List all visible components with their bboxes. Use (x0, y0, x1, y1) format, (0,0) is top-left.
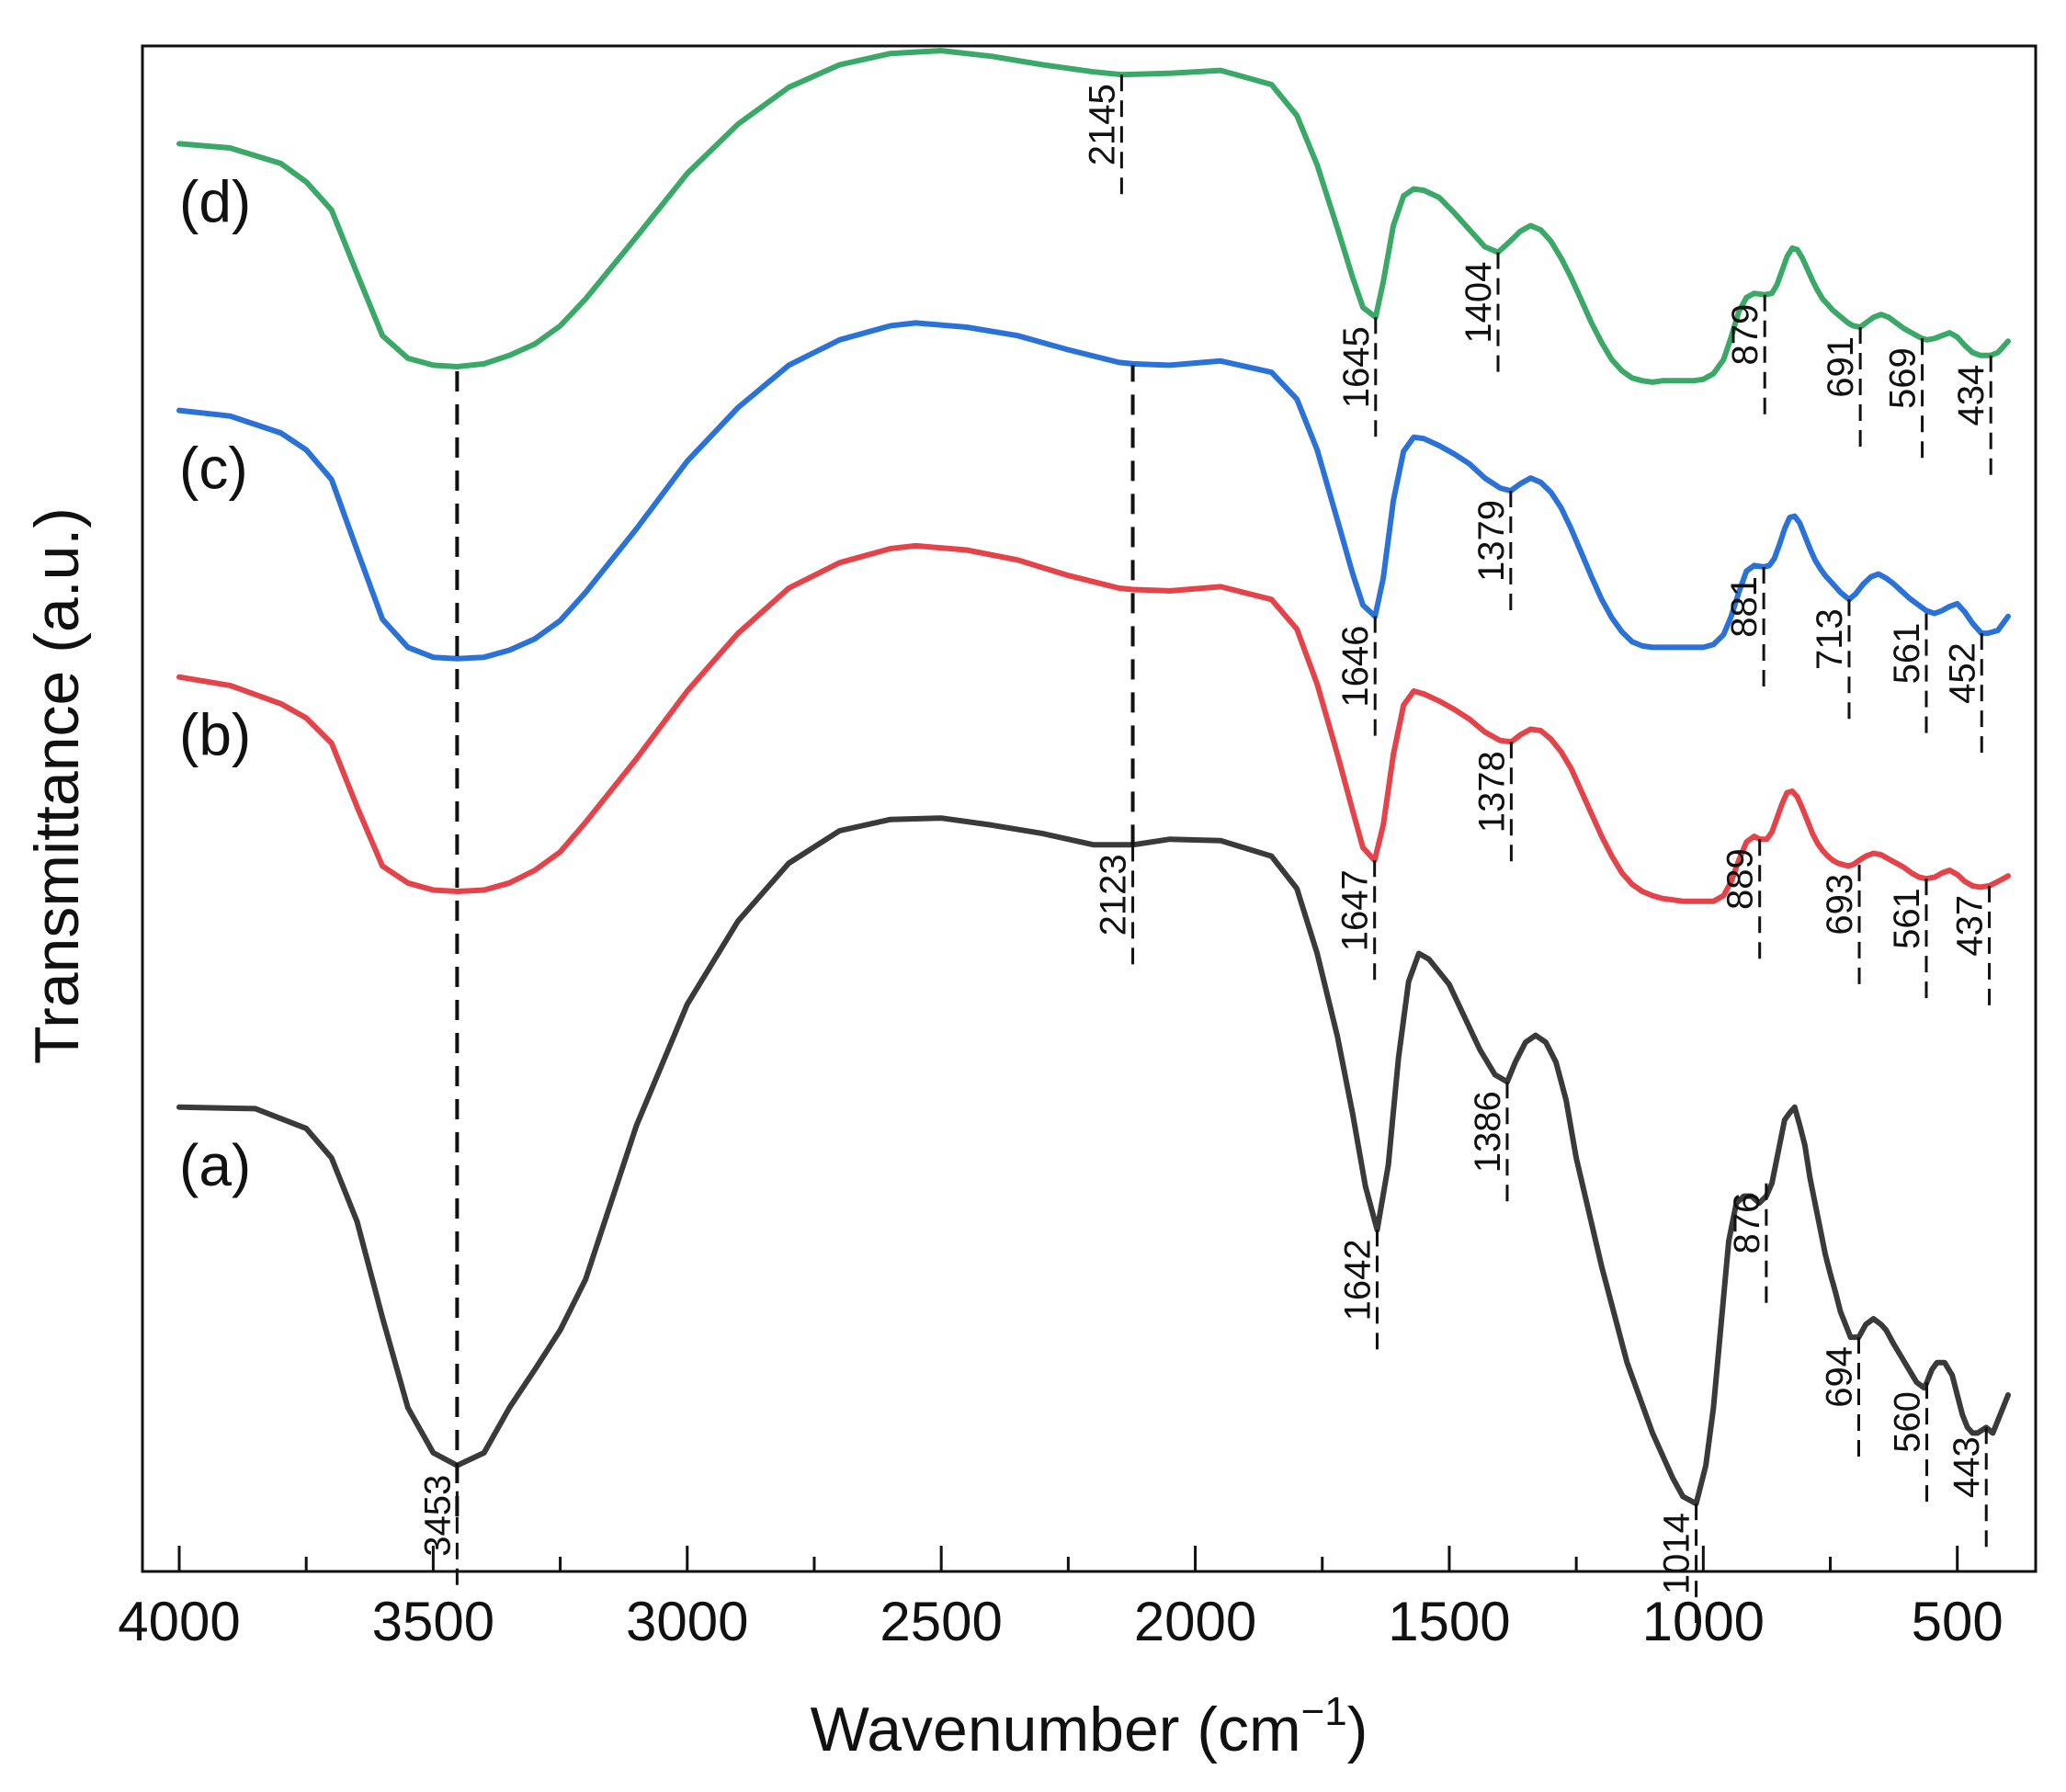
x-axis-title: Wavenumber (cm−1) (811, 1689, 1368, 1764)
peak-label-d-879: 879 (1725, 304, 1765, 366)
series-label-b: (b) (179, 702, 251, 768)
x-axis-title-superscript: −1 (1301, 1689, 1347, 1734)
peak-label-d-434: 434 (1951, 365, 1992, 426)
series-line-a (176, 815, 2011, 1507)
peak-label-a-1386: 1386 (1468, 1091, 1508, 1173)
peak-label-a-2123: 2123 (1094, 854, 1134, 936)
peak-label-d-1645: 1645 (1336, 326, 1377, 408)
peak-label-d-1404: 1404 (1459, 262, 1499, 344)
series-label-c: (c) (179, 436, 248, 502)
x-tick-label-500: 500 (1912, 1591, 2004, 1652)
series-line-b (176, 542, 2011, 904)
series-line-c (176, 320, 2011, 662)
guides-layer (455, 359, 1135, 1516)
y-axis-title-text: Transmittance (a.u.) (22, 507, 92, 1064)
series-label-d: (d) (179, 168, 251, 234)
annotation-layer: 3453 2123 1642 1386 1014 876 694 560 443 1647 1378… (417, 74, 1992, 1624)
x-tick-label-1500: 1500 (1388, 1591, 1510, 1652)
x-tick-label-3000: 3000 (626, 1591, 748, 1652)
peak-label-b-1378: 1378 (1471, 751, 1512, 833)
peak-label-b-437: 437 (1950, 895, 1991, 957)
peak-label-c-713: 713 (1810, 608, 1850, 670)
series-label-a: (a) (179, 1132, 251, 1198)
peak-label-c-881: 881 (1724, 576, 1765, 638)
peak-label-b-561: 561 (1887, 888, 1927, 949)
x-tick-label-1000: 1000 (1642, 1591, 1765, 1652)
peak-label-a-443: 443 (1947, 1436, 1987, 1498)
series-layer: (a) (b) (c) (d) (176, 48, 2011, 1507)
y-axis-title: Transmittance (a.u.) (22, 507, 92, 1064)
plot-frame (141, 44, 2038, 1573)
x-tick-label-4000: 4000 (118, 1591, 240, 1652)
peak-label-d-569: 569 (1883, 347, 1924, 409)
peak-label-a-876: 876 (1727, 1193, 1767, 1254)
peak-label-b-693: 693 (1820, 874, 1860, 936)
peak-label-c-561: 561 (1887, 623, 1927, 685)
series-line-d (176, 48, 2011, 385)
x-axis-title-close: ) (1347, 1695, 1368, 1764)
peak-label-c-452: 452 (1942, 642, 1982, 704)
x-axis-title-text: Wavenumber (cm (811, 1695, 1301, 1764)
x-tick-label-2000: 2000 (1134, 1591, 1256, 1652)
peak-label-a-560: 560 (1888, 1391, 1928, 1453)
peak-label-c-1646: 1646 (1335, 626, 1376, 708)
x-tick-label-2500: 2500 (880, 1591, 1002, 1652)
x-tick-label-3500: 3500 (372, 1591, 494, 1652)
peak-label-d-2145: 2145 (1082, 84, 1122, 165)
peak-label-d-691: 691 (1821, 336, 1861, 398)
peak-label-a-1014: 1014 (1657, 1513, 1697, 1594)
peak-label-a-1642: 1642 (1337, 1239, 1378, 1321)
peak-label-c-1379: 1379 (1471, 500, 1512, 582)
peak-label-a-694: 694 (1819, 1346, 1859, 1408)
x-axis: 4000 3500 3000 2500 2000 1500 1000 500 (118, 1546, 2004, 1652)
peak-label-a-3453: 3453 (417, 1475, 458, 1557)
peak-label-b-1647: 1647 (1335, 869, 1376, 951)
peak-label-b-889: 889 (1720, 848, 1761, 910)
